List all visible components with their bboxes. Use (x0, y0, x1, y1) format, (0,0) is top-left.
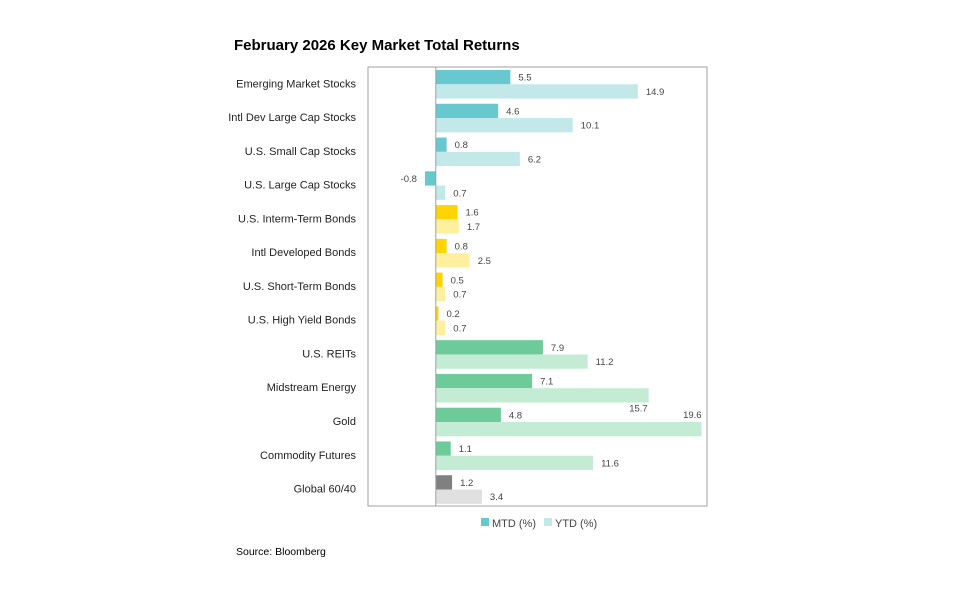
ytd-bar (435, 286, 446, 302)
category-label: U.S. REITs (302, 348, 356, 360)
ytd-value-label: 19.6 (683, 410, 702, 421)
mtd-bar (435, 272, 443, 287)
mtd-bar (435, 441, 451, 456)
mtd-bar (435, 238, 447, 254)
mtd-value-label: 0.5 (451, 275, 464, 286)
mtd-bar (435, 373, 533, 389)
category-label: Commodity Futures (260, 450, 356, 462)
mtd-bar (435, 306, 439, 321)
mtd-value-label: 1.2 (460, 478, 473, 489)
category-label: U.S. High Yield Bonds (248, 315, 357, 327)
ytd-bar (435, 151, 520, 167)
chart-title: February 2026 Key Market Total Returns (234, 37, 520, 54)
ytd-bar (435, 253, 470, 268)
legend-swatch (544, 518, 552, 526)
ytd-bar (435, 455, 594, 471)
ytd-bar (435, 388, 649, 403)
mtd-value-label: 0.8 (455, 140, 468, 151)
ytd-value-label: 2.5 (478, 256, 491, 267)
mtd-value-label: 4.6 (506, 106, 519, 117)
category-label: U.S. Interm-Term Bonds (238, 213, 356, 225)
ytd-value-label: 3.4 (490, 492, 503, 503)
ytd-value-label: 15.7 (629, 404, 648, 415)
legend-label: MTD (%) (492, 518, 536, 530)
ytd-bar (435, 118, 573, 133)
category-label: Midstream Energy (267, 382, 357, 394)
mtd-value-label: 7.9 (551, 343, 564, 354)
ytd-bar (435, 489, 482, 504)
mtd-bar (435, 340, 543, 355)
mtd-bar (424, 171, 436, 186)
ytd-value-label: 0.7 (453, 323, 466, 334)
mtd-value-label: 7.1 (540, 377, 553, 388)
ytd-value-label: 1.7 (467, 222, 480, 233)
ytd-bar (435, 185, 446, 200)
mtd-bar (435, 475, 453, 490)
legend-label: YTD (%) (555, 518, 597, 530)
mtd-value-label: 5.5 (518, 73, 531, 84)
ytd-value-label: 6.2 (528, 154, 541, 165)
mtd-bar (435, 70, 511, 85)
ytd-bar (435, 219, 459, 234)
source-note: Source: Bloomberg (236, 546, 326, 558)
category-label: Gold (333, 416, 356, 428)
ytd-bar (435, 320, 446, 335)
ytd-bar (435, 354, 588, 369)
ytd-value-label: 14.9 (646, 87, 665, 98)
mtd-bar (435, 103, 499, 119)
category-label: U.S. Short-Term Bonds (243, 281, 357, 293)
category-label: U.S. Small Cap Stocks (245, 146, 357, 158)
mtd-bar (435, 407, 501, 422)
ytd-value-label: 10.1 (581, 121, 600, 132)
mtd-value-label: 0.8 (455, 241, 468, 252)
ytd-value-label: 11.6 (601, 458, 619, 469)
mtd-bar (435, 205, 458, 220)
ytd-bar (435, 421, 702, 437)
category-label: Intl Dev Large Cap Stocks (228, 112, 356, 124)
mtd-value-label: 0.2 (447, 309, 460, 320)
plot-frame (367, 66, 708, 507)
mtd-value-label: 4.8 (509, 410, 522, 421)
mtd-value-label: 1.6 (465, 208, 478, 219)
category-label: U.S. Large Cap Stocks (244, 180, 356, 192)
mtd-value-label: -0.8 (401, 174, 417, 185)
category-label: Emerging Market Stocks (236, 78, 356, 90)
legend-swatch (481, 518, 489, 526)
mtd-value-label: 1.1 (459, 444, 472, 455)
category-label: Global 60/40 (294, 484, 356, 496)
mtd-bar (435, 137, 447, 152)
ytd-bar (435, 84, 638, 99)
ytd-value-label: 0.7 (453, 188, 466, 199)
ytd-value-label: 11.2 (596, 357, 614, 368)
ytd-value-label: 0.7 (453, 290, 466, 301)
category-label: Intl Developed Bonds (251, 247, 356, 259)
